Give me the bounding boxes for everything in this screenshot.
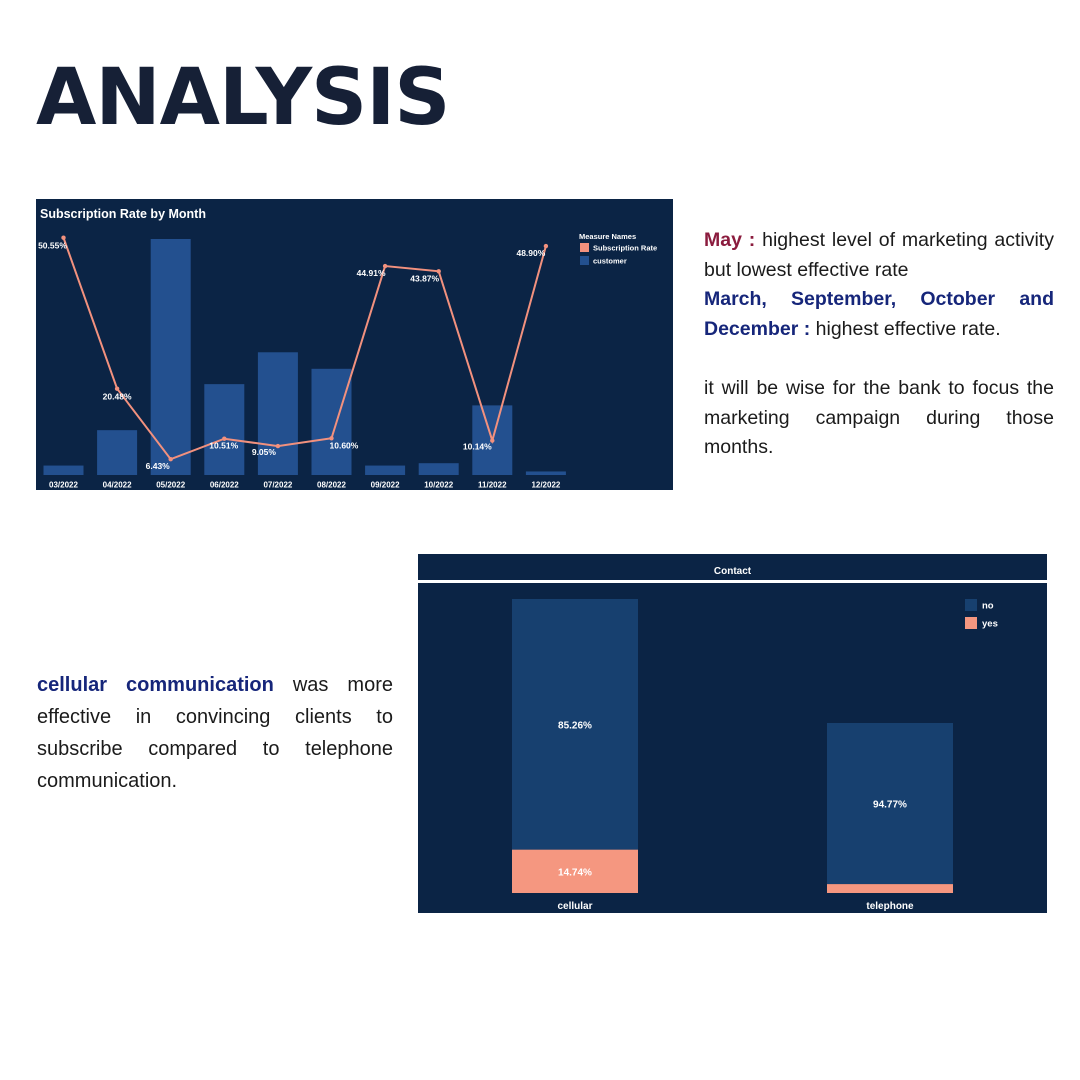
yes-bar	[827, 884, 953, 893]
customer-bar	[311, 368, 352, 475]
customer-bar	[525, 471, 566, 475]
may-text: highest level of marketing activity but …	[704, 229, 1054, 281]
data-label: 10.51%	[209, 441, 238, 451]
no-value-label: 85.26%	[558, 720, 592, 731]
customer-bar	[43, 465, 84, 475]
contact-analysis-text: cellular communication was more effectiv…	[37, 669, 393, 797]
months-paragraph: March, September, October and December :…	[704, 285, 1054, 344]
no-bar	[827, 723, 953, 885]
customer-bar	[150, 239, 191, 475]
contact-text: was more effective in convincing clients…	[37, 674, 393, 792]
subscription-rate-chart-svg: Subscription Rate by Month 03/2022 04/2022…	[38, 207, 657, 490]
no-bar	[512, 599, 638, 850]
data-label: 50.55%	[38, 241, 67, 251]
subscription-rate-point	[61, 235, 66, 240]
recommendation-paragraph: it will be wise for the bank to focus th…	[704, 377, 1054, 458]
x-tick-label: 08/2022	[317, 481, 346, 490]
contact-chart: Contact 85.26% 14.74% cellular 94.77% telepho…	[418, 554, 1047, 913]
x-tick-label: 09/2022	[371, 481, 400, 490]
page-title: ANALYSIS	[36, 53, 450, 143]
x-tick-label: 12/2022	[531, 481, 560, 490]
subscription-rate-point	[168, 457, 173, 462]
customer-bar	[418, 463, 459, 475]
data-label: 48.90%	[516, 248, 545, 258]
x-tick-label: cellular	[557, 901, 592, 912]
chart-title: Contact	[714, 566, 752, 577]
subscription-rate-point	[382, 263, 388, 269]
subscription-rate-point	[436, 269, 441, 274]
monthly-analysis-text: May : highest level of marketing activit…	[704, 226, 1054, 463]
legend-swatch-yes	[965, 617, 977, 629]
data-label: 6.43%	[146, 461, 171, 471]
customer-bar	[204, 384, 245, 475]
may-highlight: May :	[704, 229, 756, 251]
legend-swatch-customer	[580, 256, 589, 265]
legend-swatch-no	[965, 599, 977, 611]
yes-value-label: 14.74%	[558, 867, 592, 878]
data-label: 44.91%	[357, 268, 386, 278]
months-highlight: March, September, October and December :	[704, 288, 1054, 340]
subscription-rate-point	[543, 243, 549, 249]
yes-bar	[512, 849, 638, 893]
x-tick-label: 03/2022	[49, 481, 78, 490]
subscription-rate-point	[275, 443, 281, 449]
data-label: 10.60%	[330, 440, 359, 450]
data-label: 9.05%	[252, 447, 277, 457]
header-divider	[418, 580, 1047, 583]
contact-chart-svg: Contact 85.26% 14.74% cellular 94.77% telepho…	[418, 566, 1047, 912]
legend-label-no: no	[982, 601, 994, 612]
legend-swatch-subscription-rate	[580, 243, 589, 252]
subscription-rate-point	[490, 438, 495, 443]
data-label: 20.48%	[103, 392, 132, 402]
x-tick-label: 07/2022	[263, 481, 292, 490]
cellular-highlight: cellular communication	[37, 674, 274, 696]
customer-bar	[97, 430, 138, 475]
x-tick-label: 11/2022	[478, 481, 507, 490]
subscription-rate-point	[329, 436, 334, 441]
no-value-label: 94.77%	[873, 800, 907, 811]
legend-label-subscription-rate: Subscription Rate	[593, 244, 657, 253]
subscription-rate-point	[222, 436, 227, 441]
may-paragraph: May : highest level of marketing activit…	[704, 226, 1054, 285]
x-tick-label: telephone	[866, 901, 914, 912]
legend-label-customer: customer	[593, 257, 627, 266]
chart-title: Subscription Rate by Month	[40, 207, 206, 221]
subscription-rate-point	[114, 386, 120, 391]
data-label: 10.14%	[463, 442, 492, 452]
contact-paragraph: cellular communication was more effectiv…	[37, 669, 393, 797]
legend-title: Measure Names	[579, 232, 636, 241]
customer-bar	[365, 465, 406, 475]
x-tick-label: 04/2022	[103, 481, 132, 490]
x-tick-label: 10/2022	[424, 481, 453, 490]
subscription-rate-chart: Subscription Rate by Month 03/2022 04/2022…	[36, 199, 673, 490]
months-text: highest effective rate.	[810, 317, 1001, 340]
data-label: 43.87%	[410, 273, 439, 283]
customer-bar	[257, 352, 298, 475]
x-tick-label: 06/2022	[210, 481, 239, 490]
subscription-rate-line	[62, 237, 547, 461]
legend-label-yes: yes	[982, 619, 998, 630]
x-tick-label: 05/2022	[156, 481, 185, 490]
